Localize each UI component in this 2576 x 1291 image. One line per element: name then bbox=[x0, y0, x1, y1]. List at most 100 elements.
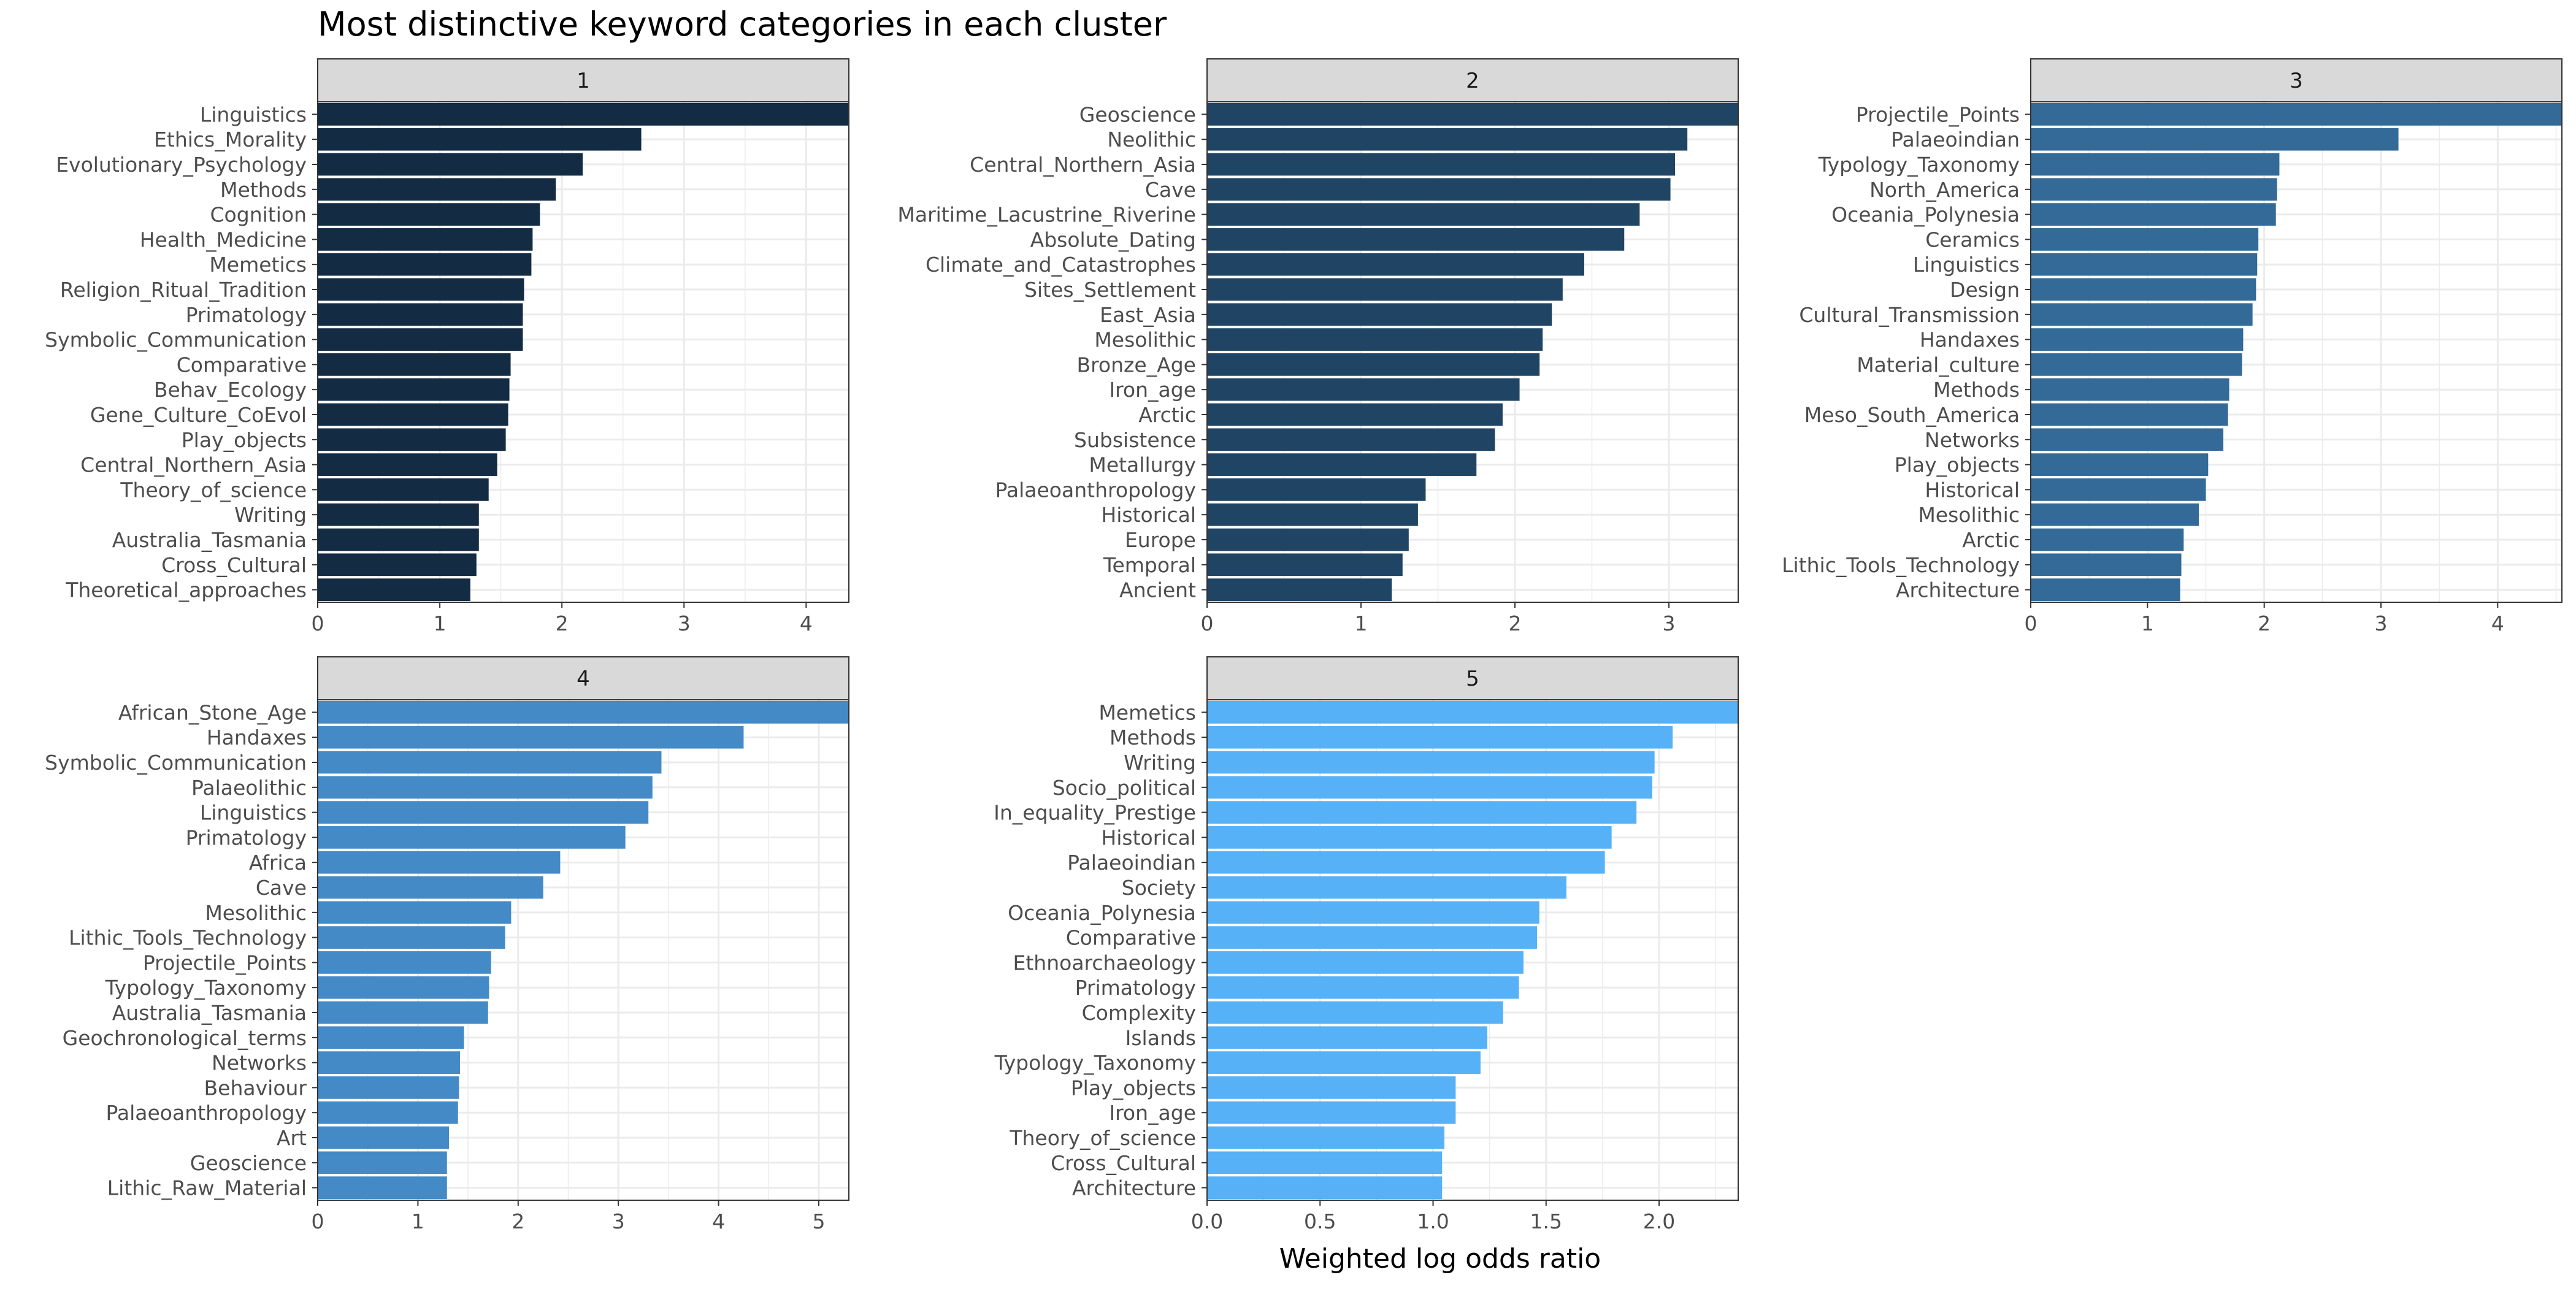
bar bbox=[1207, 1001, 1503, 1024]
category-label: East_Asia bbox=[1100, 303, 1196, 327]
panel-strip bbox=[2030, 58, 2563, 102]
x-tick-label: 4 bbox=[712, 1209, 725, 1233]
category-label: Cognition bbox=[210, 203, 307, 227]
bar bbox=[2031, 128, 2399, 151]
bar bbox=[2031, 403, 2228, 426]
bar bbox=[318, 378, 510, 401]
panel-2: 2 GeoscienceNeolithicCentral_Northern_Asi… bbox=[897, 58, 1739, 635]
bar bbox=[1207, 203, 1640, 226]
category-label: Ethics_Morality bbox=[154, 128, 307, 151]
bar bbox=[1207, 851, 1605, 874]
panel-strip-label: 4 bbox=[577, 667, 590, 691]
category-label: Primatology bbox=[186, 826, 307, 849]
category-label: Palaeolithic bbox=[191, 776, 307, 800]
category-label: Evolutionary_Psychology bbox=[56, 153, 307, 177]
bar bbox=[2031, 228, 2259, 251]
x-tick-label: 5 bbox=[812, 1209, 825, 1233]
x-tick-label: 3 bbox=[612, 1209, 625, 1233]
bar bbox=[318, 851, 561, 874]
bar bbox=[1207, 353, 1540, 376]
category-label: Behaviour bbox=[204, 1076, 307, 1100]
category-label: Memetics bbox=[1098, 700, 1196, 724]
bar bbox=[318, 876, 543, 899]
category-label: Lithic_Tools_Technology bbox=[1782, 553, 2020, 577]
category-label: Religion_Ritual_Tradition bbox=[60, 278, 307, 302]
bar bbox=[1207, 1026, 1487, 1049]
bar bbox=[1207, 178, 1671, 201]
category-label: Primatology bbox=[186, 303, 307, 327]
bar bbox=[1207, 328, 1543, 351]
bar bbox=[2031, 503, 2199, 526]
bar bbox=[2031, 103, 2562, 126]
bar bbox=[318, 1076, 459, 1099]
category-label: Writing bbox=[234, 503, 307, 527]
bar bbox=[1207, 378, 1520, 401]
category-label: Primatology bbox=[1075, 976, 1196, 1000]
x-tick-label: 3 bbox=[1663, 611, 1676, 635]
bar bbox=[2031, 203, 2276, 226]
bar bbox=[1207, 901, 1539, 924]
x-tick-label: 0 bbox=[312, 611, 324, 635]
category-label: Linguistics bbox=[200, 801, 307, 825]
panel-strip-label: 5 bbox=[1466, 667, 1479, 691]
bar bbox=[318, 751, 662, 774]
bar bbox=[318, 701, 849, 724]
bar bbox=[2031, 253, 2258, 276]
panel-strip bbox=[317, 656, 849, 700]
chart-title: Most distinctive keyword categories in e… bbox=[318, 5, 1167, 44]
category-label: Handaxes bbox=[207, 726, 307, 749]
panel-strip-label: 1 bbox=[577, 69, 590, 93]
bar bbox=[318, 826, 626, 849]
bar bbox=[318, 153, 583, 176]
bar bbox=[2031, 353, 2242, 376]
category-label: Geoscience bbox=[190, 1151, 307, 1175]
category-label: Memetics bbox=[209, 253, 307, 277]
bar bbox=[318, 926, 505, 949]
bar bbox=[1207, 926, 1538, 949]
category-label: Symbolic_Communication bbox=[45, 751, 307, 775]
panel-strip-label: 2 bbox=[1466, 69, 1479, 93]
bar bbox=[318, 528, 479, 551]
category-label: Play_objects bbox=[1071, 1076, 1196, 1100]
bar bbox=[318, 478, 489, 501]
category-label: Play_objects bbox=[1895, 453, 2020, 477]
bar bbox=[1207, 726, 1673, 749]
category-label: Material_culture bbox=[1857, 353, 2020, 377]
bar bbox=[1207, 951, 1524, 974]
category-label: Palaeoindian bbox=[1067, 851, 1196, 875]
category-label: Neolithic bbox=[1107, 128, 1196, 151]
category-label: Cross_Cultural bbox=[1051, 1151, 1196, 1175]
plot-background bbox=[318, 700, 849, 1200]
bar bbox=[1207, 428, 1495, 451]
category-label: Typology_Taxonomy bbox=[105, 976, 307, 1000]
panel-border bbox=[317, 699, 849, 1201]
category-label: Handaxes bbox=[1920, 328, 2020, 352]
category-label: Maritime_Lacustrine_Riverine bbox=[897, 203, 1196, 227]
x-tick-label: 3 bbox=[2374, 611, 2387, 635]
bar bbox=[1207, 826, 1612, 849]
category-label: Theoretical_approaches bbox=[65, 578, 307, 602]
bar bbox=[318, 203, 540, 226]
x-tick-label: 2 bbox=[556, 611, 569, 635]
x-tick-label: 2 bbox=[512, 1209, 524, 1233]
category-label: Cultural_Transmission bbox=[1799, 303, 2020, 327]
bar bbox=[318, 178, 556, 201]
category-label: Islands bbox=[1125, 1026, 1196, 1050]
panel-5: 5 MemeticsMethodsWritingSocio_politicalIn… bbox=[994, 656, 1739, 1233]
bar bbox=[318, 1151, 447, 1174]
bar bbox=[318, 1126, 450, 1149]
category-label: Arctic bbox=[1962, 528, 2020, 552]
bar bbox=[318, 428, 506, 451]
bar bbox=[1207, 453, 1477, 476]
bar bbox=[2031, 428, 2224, 451]
category-label: Central_Northern_Asia bbox=[80, 453, 307, 477]
category-label: Central_Northern_Asia bbox=[970, 153, 1196, 177]
plot-background bbox=[318, 102, 849, 602]
x-tick-label: 0 bbox=[1201, 611, 1214, 635]
panel-strip bbox=[1206, 656, 1739, 700]
bar bbox=[1207, 478, 1426, 501]
category-label: Typology_Taxonomy bbox=[1818, 153, 2020, 177]
bar bbox=[1207, 503, 1418, 526]
bar bbox=[1207, 751, 1655, 774]
